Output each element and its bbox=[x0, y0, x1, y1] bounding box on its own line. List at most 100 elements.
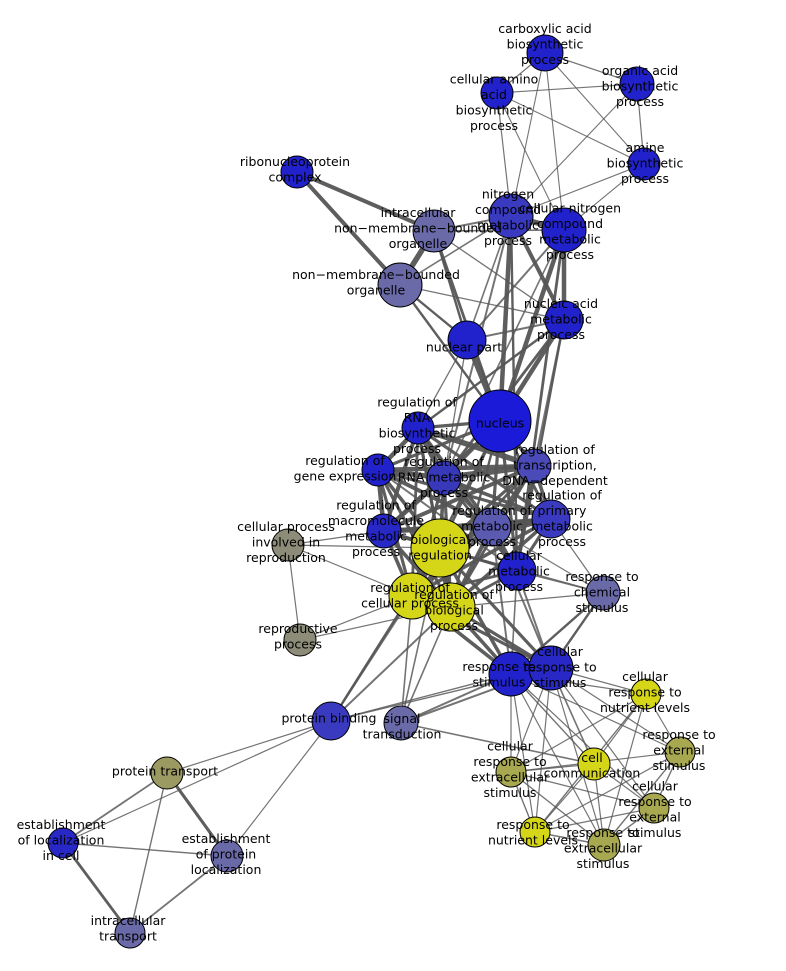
graph-node-nucleic_acid_met[interactable]: nucleic acid metabolic process bbox=[544, 300, 584, 340]
graph-edge bbox=[166, 720, 332, 774]
label-line: cellular nitrogen bbox=[519, 200, 621, 215]
label-line: metabolic bbox=[488, 564, 550, 579]
graph-node-cellular_response_nutrient_levels[interactable]: cellular response to nutrient levels bbox=[630, 678, 662, 710]
label-line: cellular process bbox=[361, 595, 459, 610]
graph-node-cellular_metabolic_process[interactable]: cellular metabolic process bbox=[497, 551, 537, 591]
graph-edge bbox=[62, 720, 332, 844]
graph-node-reg_rna_bio[interactable]: regulation of RNA biosynthetic process bbox=[401, 411, 435, 445]
graph-node-nuclear_part[interactable]: nuclear part bbox=[447, 320, 487, 360]
label-line: regulation of bbox=[305, 453, 385, 468]
graph-node-protein_binding[interactable]: protein binding bbox=[311, 701, 351, 741]
graph-node-cellular_response_to_stimulus[interactable]: cellular response to stimulus bbox=[528, 645, 574, 691]
graph-edge bbox=[330, 595, 413, 722]
graph-edge bbox=[415, 425, 537, 469]
graph-node-cellular_response_extracellular[interactable]: cellular response to extracellular stimu… bbox=[495, 756, 527, 788]
graph-edge bbox=[61, 841, 132, 935]
label-line: non−membrane−bounded bbox=[292, 267, 460, 282]
graph-edge bbox=[533, 319, 565, 467]
graph-node-nitrogen_compound_met[interactable]: nitrogen compound metabolic process bbox=[488, 193, 534, 239]
graph-edge bbox=[376, 468, 553, 521]
graph-node-establishment_localization_in_cell[interactable]: establishment of localization in cell bbox=[47, 827, 79, 859]
graph-node-organic_acid_bio[interactable]: organic acid biosynthetic process bbox=[619, 66, 655, 102]
label-line: DNA−dependent bbox=[502, 473, 608, 488]
graph-node-non_membrane_bounded_organelle[interactable]: non−membrane−bounded organelle bbox=[377, 262, 423, 308]
label-line: process bbox=[470, 118, 518, 133]
label-line: signal bbox=[384, 711, 421, 726]
label-line: chemical bbox=[574, 585, 630, 600]
label-line: response to bbox=[608, 685, 681, 700]
graph-node-label-nuclear_part: nuclear part bbox=[426, 340, 502, 355]
graph-edge bbox=[491, 526, 552, 669]
graph-node-response_to_extracellular[interactable]: response to extracellular stimulus bbox=[587, 828, 621, 862]
graph-node-intracellular_non_membrane[interactable]: intracellular non−membrane−bounded organ… bbox=[412, 209, 456, 253]
graph-node-label-cellular_nitrogen_compound_met: cellular nitrogencompoundmetabolicproces… bbox=[519, 200, 621, 262]
graph-node-reg_gene_expression[interactable]: regulation of gene expression bbox=[361, 453, 395, 487]
graph-node-response_to_nutrient_levels[interactable]: response to nutrient levels bbox=[519, 816, 551, 848]
graph-node-reg_primary_met[interactable]: regulation of primary metabolic process bbox=[531, 499, 571, 539]
label-line: cellular bbox=[537, 644, 584, 659]
graph-node-cellular_nitrogen_compound_met[interactable]: cellular nitrogen compound metabolic pro… bbox=[541, 207, 587, 253]
graph-edge bbox=[443, 339, 468, 479]
graph-node-reg_macromolecule_met[interactable]: regulation of macromolecule metabolic pr… bbox=[366, 513, 402, 549]
label-line: biosynthetic bbox=[607, 156, 684, 171]
graph-edge bbox=[295, 170, 402, 287]
label-line: metabolic bbox=[539, 231, 601, 246]
graph-edge bbox=[226, 720, 332, 857]
node-layer[interactable]: carboxylic acid biosynthetic process orga… bbox=[47, 34, 696, 949]
graph-node-reg_biological_process[interactable]: regulation of biological process bbox=[426, 582, 476, 632]
graph-edge bbox=[62, 772, 168, 844]
graph-edge bbox=[410, 517, 553, 598]
graph-edge bbox=[410, 426, 420, 598]
graph-node-reproductive_process[interactable]: reproductive process bbox=[283, 623, 317, 657]
label-line: cellular amino bbox=[450, 71, 539, 86]
label-line: biosynthetic bbox=[602, 79, 679, 94]
graph-node-reg_rna_met[interactable]: regulation of RNA metabolic process bbox=[426, 460, 462, 496]
label-line: process bbox=[274, 636, 322, 651]
graph-edge bbox=[550, 667, 681, 753]
label-line: organic acid bbox=[602, 63, 678, 78]
label-line: stimulus bbox=[534, 675, 587, 690]
graph-node-reg_metabolic_process[interactable]: regulation of metabolic process bbox=[472, 507, 512, 547]
graph-node-amine_bio[interactable]: amine biosynthetic process bbox=[627, 147, 661, 181]
graph-edge bbox=[497, 213, 514, 424]
graph-node-cellular_response_external[interactable]: cellular response to external stimulus bbox=[638, 792, 670, 824]
graph-node-label-reg_macromolecule_met: regulation ofmacromoleculemetabolicproce… bbox=[328, 497, 424, 559]
label-line: cellular bbox=[496, 548, 543, 563]
graph-node-intracellular_transport[interactable]: intracellular transport bbox=[114, 917, 146, 949]
label-line: regulation of bbox=[414, 587, 494, 602]
graph-edge bbox=[491, 526, 512, 675]
graph-node-protein_transport[interactable]: protein transport bbox=[150, 756, 184, 790]
graph-edge bbox=[510, 83, 638, 217]
graph-node-cellular_amino_acid_bio[interactable]: cellular amino acid biosynthetic process bbox=[480, 76, 514, 110]
graph-node-cell_communication[interactable]: cell communication bbox=[577, 747, 611, 781]
graph-edge bbox=[496, 83, 638, 94]
graph-node-establishment_protein_localization[interactable]: establishment of protein localization bbox=[210, 839, 244, 873]
label-line: response to bbox=[473, 754, 546, 769]
graph-node-label-intracellular_non_membrane: intracellularnon−membrane−boundedorganel… bbox=[334, 205, 502, 251]
label-line: regulation of bbox=[404, 454, 484, 469]
graph-node-nucleus[interactable]: nucleus bbox=[468, 389, 532, 453]
graph-node-carboxylic_acid_bio[interactable]: carboxylic acid biosynthetic process bbox=[526, 34, 564, 72]
graph-node-cellular_process_reproduction[interactable]: cellular process involved in reproductio… bbox=[271, 528, 305, 562]
graph-node-biological_regulation[interactable]: biological regulation bbox=[410, 518, 470, 578]
label-line: reproduction bbox=[246, 550, 326, 565]
graph-edge bbox=[466, 229, 565, 341]
label-line: process bbox=[420, 485, 468, 500]
graph-node-response_to_external_stimulus[interactable]: response to external stimulus bbox=[664, 736, 696, 768]
graph-node-reg_transcription_dna[interactable]: regulation of transcription, DNA−depende… bbox=[516, 448, 552, 484]
label-line: RNA metabolic bbox=[398, 470, 491, 485]
graph-node-response_to_chemical_stimulus[interactable]: response to chemical stimulus bbox=[585, 575, 621, 611]
graph-node-signal_transduction[interactable]: signal transduction bbox=[383, 705, 419, 741]
label-line: process bbox=[484, 233, 532, 248]
label-line: protein transport bbox=[112, 764, 218, 779]
graph-node-ribonucleoprotein_complex[interactable]: ribonucleoprotein complex bbox=[280, 155, 314, 189]
